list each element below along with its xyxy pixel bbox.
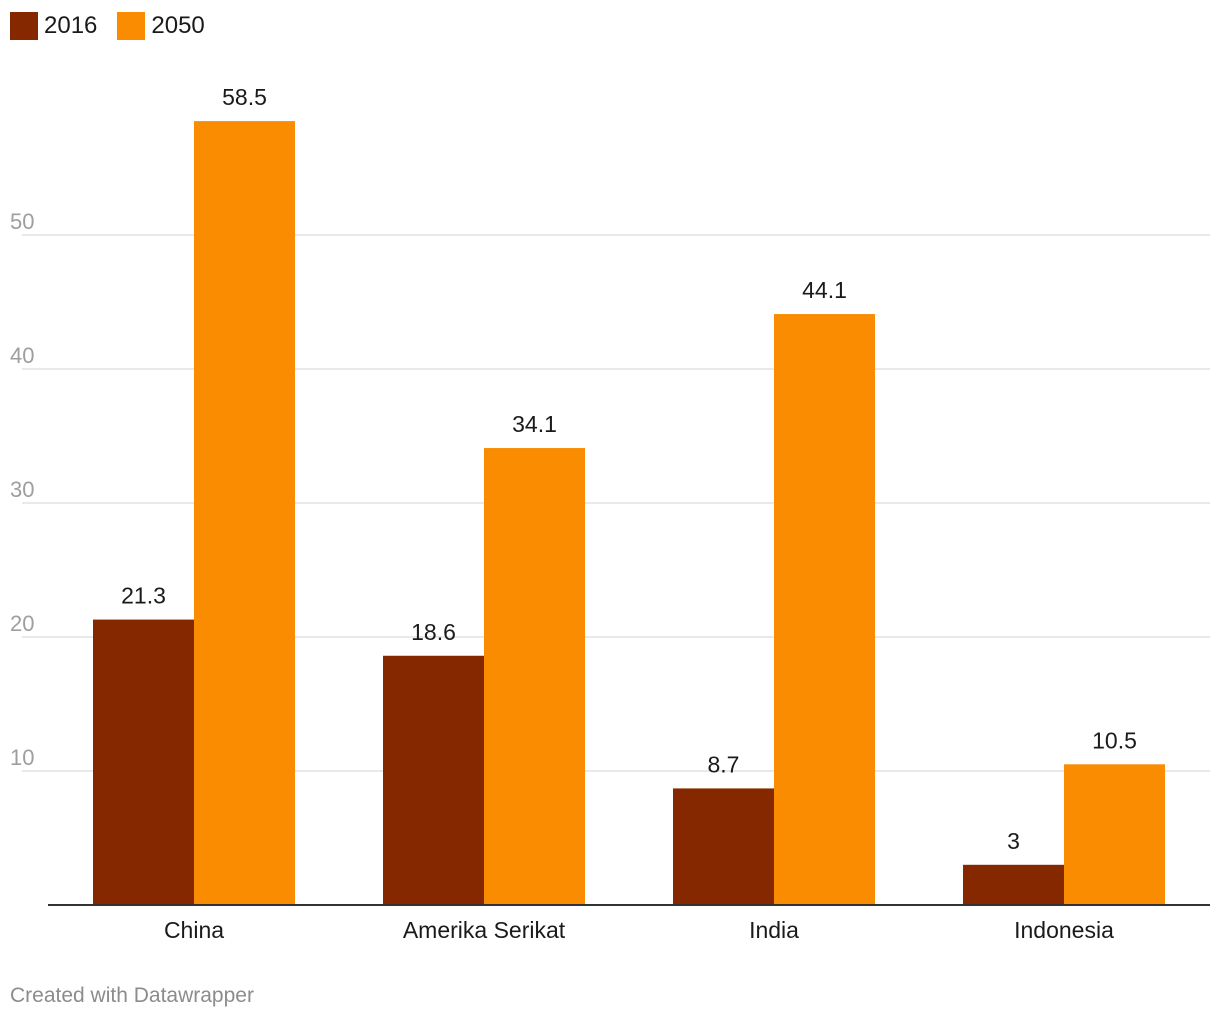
y-tick-label-30: 30	[10, 477, 34, 502]
category-label-india: India	[749, 917, 799, 943]
legend-swatch-2050	[117, 12, 146, 40]
category-label-indonesia: Indonesia	[1014, 917, 1114, 943]
legend-item-2016: 2016	[10, 12, 97, 40]
bar-china-2016	[93, 619, 194, 905]
category-label-amerika-serikat: Amerika Serikat	[403, 917, 566, 943]
y-tick-label-20: 20	[10, 611, 34, 636]
value-label-indonesia-2016: 3	[1007, 828, 1020, 854]
legend-label-2016: 2016	[44, 12, 98, 39]
y-tick-label-40: 40	[10, 343, 34, 368]
bar-amerika-serikat-2016	[383, 655, 484, 905]
y-tick-label-10: 10	[10, 745, 34, 770]
legend-item-2050: 2050	[117, 12, 205, 40]
bar-china-2050	[194, 121, 295, 906]
bar-amerika-serikat-2050	[484, 448, 585, 905]
value-label-india-2050: 44.1	[802, 277, 847, 303]
legend-swatch-2016	[10, 12, 38, 40]
value-label-china-2016: 21.3	[121, 583, 166, 609]
footer-credit: Created with Datawrapper	[10, 984, 254, 1007]
value-label-amerika-serikat-2016: 18.6	[411, 619, 456, 645]
y-tick-label-50: 50	[10, 209, 34, 234]
category-label-china: China	[164, 917, 224, 943]
bar-india-2016	[673, 788, 774, 905]
value-label-china-2050: 58.5	[222, 84, 267, 110]
legend-label-2050: 2050	[151, 12, 205, 39]
value-label-india-2016: 8.7	[708, 751, 740, 777]
chart-legend: 2016 2050	[10, 12, 205, 40]
bar-indonesia-2016	[963, 864, 1064, 905]
bar-indonesia-2050	[1064, 764, 1165, 905]
value-label-amerika-serikat-2050: 34.1	[512, 411, 557, 437]
bar-india-2050	[774, 314, 875, 905]
value-label-indonesia-2050: 10.5	[1092, 727, 1137, 753]
